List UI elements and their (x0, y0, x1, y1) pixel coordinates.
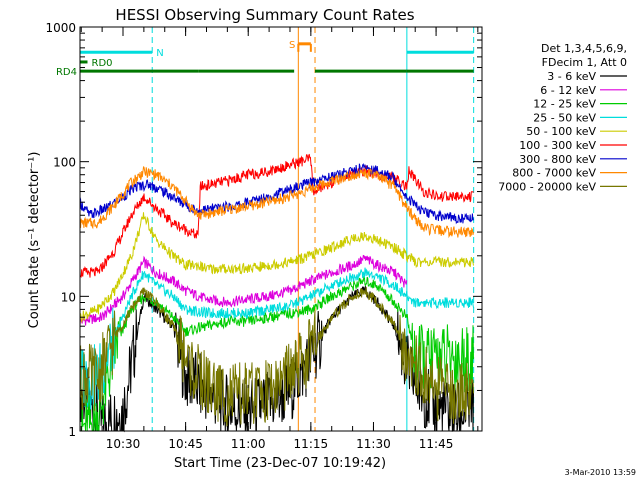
legend: Det 1,3,4,5,6,9, FDecim 1, Att 0 3 - 6 k… (498, 42, 627, 193)
footer-timestamp: 3-Mar-2010 13:59 (565, 468, 636, 477)
legend-entry-label: 12 - 25 keV (533, 98, 596, 111)
series-line (79, 212, 474, 324)
x-tick-label: 10:45 (168, 437, 203, 451)
legend-entry-label: 6 - 12 keV (540, 84, 596, 97)
y-tick-label: 1 (68, 425, 76, 439)
x-axis-label: Start Time (23-Dec-07 10:19:42) (174, 456, 386, 471)
series-line (79, 267, 474, 410)
data-series (79, 153, 474, 433)
flag-label: S (289, 40, 295, 51)
legend-entry-label: 800 - 7000 keV (512, 167, 596, 180)
y-tick-label: 1000 (45, 21, 76, 35)
flag-label: RD0 (92, 58, 113, 69)
legend-header-line-2: FDecim 1, Att 0 (542, 56, 627, 69)
series-line (80, 275, 474, 432)
chart-title: HESSI Observing Summary Count Rates (115, 6, 414, 24)
series-line (79, 163, 474, 225)
x-axis-ticks: 10:30 10:45 11:00 11:15 11:30 11:45 (80, 27, 479, 451)
x-tick-label: 11:15 (294, 437, 329, 451)
legend-entry-label: 100 - 300 keV (519, 139, 596, 152)
flag-label: N (156, 48, 163, 59)
flag-label: RD4 (56, 67, 77, 78)
y-axis-ticks: 1 10 100 1000 (45, 21, 482, 439)
plot-frame (79, 26, 483, 432)
y-axis-label: Count Rate (s⁻¹ detector⁻¹) (27, 152, 42, 329)
x-tick-label: 11:45 (419, 437, 454, 451)
legend-entry-label: 50 - 100 keV (526, 125, 596, 138)
x-tick-label: 11:30 (356, 437, 391, 451)
legend-entry-label: 3 - 6 keV (547, 70, 596, 83)
series-line (79, 166, 474, 239)
series-line (79, 286, 474, 427)
legend-entry-label: 25 - 50 keV (533, 111, 596, 124)
legend-header-line-1: Det 1,3,4,5,6,9, (541, 42, 627, 55)
y-tick-label: 100 (53, 156, 76, 170)
legend-entry-label: 300 - 800 keV (519, 153, 596, 166)
flag-bars: N RD0 RD4 S (56, 40, 474, 78)
y-tick-label: 10 (61, 290, 76, 304)
x-tick-label: 10:30 (106, 437, 141, 451)
y-axis-label-group: Count Rate (s⁻¹ detector⁻¹) (27, 152, 42, 329)
legend-entry-label: 7000 - 20000 keV (498, 180, 596, 193)
x-tick-label: 11:00 (231, 437, 266, 451)
series-line (79, 254, 408, 326)
series-line (79, 153, 474, 278)
